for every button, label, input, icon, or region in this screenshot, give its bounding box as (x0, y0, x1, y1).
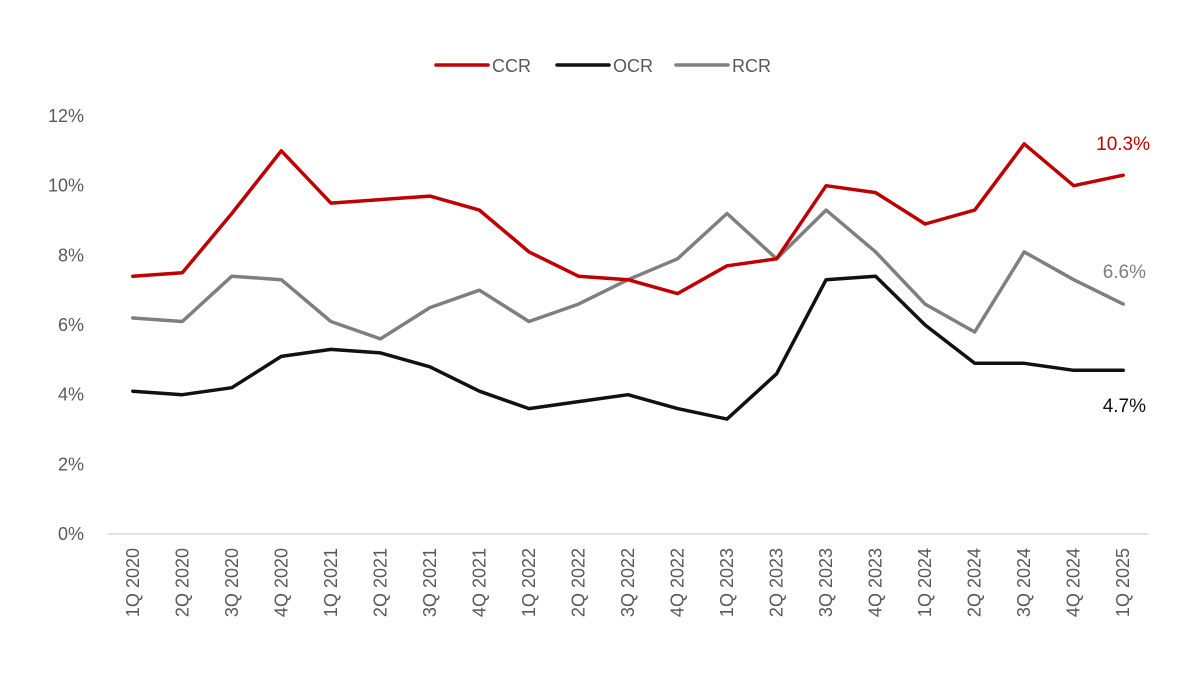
y-tick-label: 12% (48, 106, 84, 126)
x-tick-label: 2Q 2022 (568, 548, 588, 617)
y-tick-label: 10% (48, 176, 84, 196)
y-tick-label: 0% (58, 524, 84, 544)
series-line-rcr (131, 208, 1125, 341)
x-tick-label: 2Q 2024 (965, 548, 985, 617)
legend-item-rcr: RCR (674, 56, 771, 76)
x-tick-label: 3Q 2020 (222, 548, 242, 617)
x-tick-label: 2Q 2023 (767, 548, 787, 617)
y-tick-label: 8% (58, 245, 84, 265)
plot-lines (131, 142, 1125, 421)
x-tick-label: 1Q 2020 (123, 548, 143, 617)
x-tick-label: 4Q 2021 (469, 548, 489, 617)
x-tick-label: 1Q 2024 (915, 548, 935, 617)
end-value-label-ccr: 10.3% (1096, 134, 1150, 155)
x-tick-label: 2Q 2020 (172, 548, 192, 617)
x-axis: 1Q 2020 2Q 2020 3Q 2020 4Q 2020 1Q 2021 2Q 20… (108, 533, 1148, 617)
end-labels: 10.3% 4.7% 6.6% (1096, 134, 1150, 417)
y-tick-label: 6% (58, 315, 84, 335)
x-tick-label: 4Q 2020 (271, 548, 291, 617)
x-tick-label: 1Q 2025 (1113, 548, 1133, 617)
legend-item-ccr: CCR (434, 56, 531, 76)
x-tick-label: 3Q 2023 (816, 548, 836, 617)
end-value-label-ocr: 4.7% (1103, 396, 1146, 417)
x-tick-label: 1Q 2021 (321, 548, 341, 617)
legend-item-ocr: OCR (555, 56, 653, 76)
end-value-label-rcr: 6.6% (1103, 262, 1146, 283)
legend-label: OCR (613, 56, 653, 76)
x-tick-label: 2Q 2021 (370, 548, 390, 617)
x-tick-label: 3Q 2022 (618, 548, 638, 617)
y-tick-label: 2% (58, 454, 84, 474)
legend-label: CCR (492, 56, 531, 76)
y-tick-label: 4% (58, 385, 84, 405)
x-tick-label: 4Q 2022 (668, 548, 688, 617)
series-line-ocr (131, 274, 1125, 421)
legend: CCR OCR RCR (434, 56, 771, 76)
x-tick-label: 4Q 2024 (1064, 548, 1084, 617)
x-tick-label: 3Q 2024 (1014, 548, 1034, 617)
x-tick-label: 4Q 2023 (866, 548, 886, 617)
legend-label: RCR (732, 56, 771, 76)
series-line-ccr (131, 142, 1125, 296)
x-tick-label: 3Q 2021 (420, 548, 440, 617)
x-tick-label: 1Q 2023 (717, 548, 737, 617)
x-tick-label: 1Q 2022 (519, 548, 539, 617)
y-axis: 0% 2% 4% 6% 8% 10% 12% (48, 106, 84, 544)
